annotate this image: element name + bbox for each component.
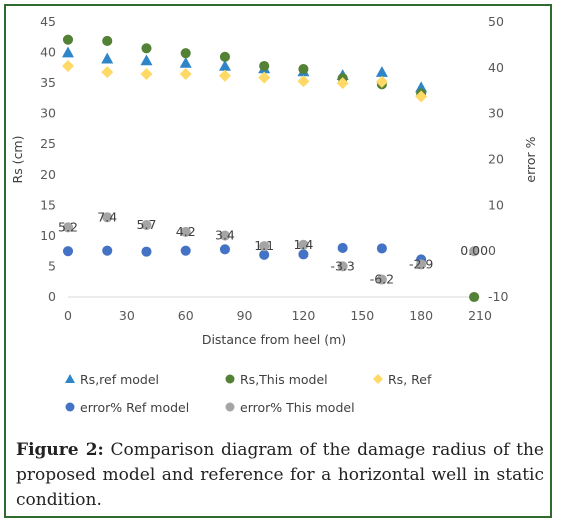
data-point xyxy=(102,212,113,223)
data-point xyxy=(62,222,74,233)
legend-label: Rs,This model xyxy=(240,372,328,387)
data-point xyxy=(179,67,192,80)
legend-marker xyxy=(373,374,383,384)
y-left-tick-label: 40 xyxy=(40,45,56,60)
data-point xyxy=(375,75,388,88)
x-tick-label: 210 xyxy=(468,308,492,323)
data-point xyxy=(219,230,230,241)
y-right-tick-label: -10 xyxy=(488,289,508,304)
data-point xyxy=(140,54,153,66)
x-tick-label: 60 xyxy=(178,308,194,323)
data-label: 0.00 xyxy=(460,243,488,258)
data-point xyxy=(219,51,230,62)
data-label: 5.2 xyxy=(58,219,78,234)
data-point xyxy=(375,66,388,77)
data-label: -6.2 xyxy=(370,272,394,287)
y-left-tick-label: 30 xyxy=(40,106,56,121)
data-point xyxy=(62,34,74,45)
y-right-axis-title: error % xyxy=(523,136,538,182)
data-point xyxy=(101,52,114,64)
data-point xyxy=(102,245,113,256)
data-point xyxy=(218,69,231,82)
data-point xyxy=(180,48,191,59)
y-left-tick-label: 5 xyxy=(48,258,56,273)
figure-frame xyxy=(4,4,552,518)
data-point xyxy=(337,242,348,253)
data-point xyxy=(298,249,309,260)
y-left-tick-label: 35 xyxy=(40,75,56,90)
caption-label: Figure 2: xyxy=(16,440,104,460)
legend-label: Rs, Ref xyxy=(388,372,432,387)
data-point xyxy=(101,66,114,79)
x-axis-title: Distance from heel (m) xyxy=(202,332,346,347)
x-tick-label: 120 xyxy=(291,308,315,323)
legend-marker xyxy=(225,374,235,384)
data-label: 5.7 xyxy=(137,217,157,232)
y-right-tick-label: 0 xyxy=(488,243,496,258)
data-label: 4.2 xyxy=(176,224,196,239)
chart: 0 30 60 90 120 150 180 210 0 5 10 15 20 25 30 35 40 45 -10… xyxy=(10,14,538,415)
legend-marker xyxy=(225,402,235,412)
y-left-tick-label: 10 xyxy=(40,228,56,243)
data-point xyxy=(141,43,152,54)
caption-text: Comparison diagram of the damage radius … xyxy=(16,440,544,510)
data-point xyxy=(259,249,270,260)
y-left-tick-label: 0 xyxy=(48,289,56,304)
data-point xyxy=(102,35,113,46)
data-point xyxy=(180,245,191,256)
data-point xyxy=(416,259,427,270)
data-point xyxy=(62,246,74,257)
x-tick-label: 0 xyxy=(64,308,72,323)
data-point xyxy=(297,75,310,88)
data-point xyxy=(62,46,74,58)
y-left-tick-label: 15 xyxy=(40,197,56,212)
data-point xyxy=(298,239,309,250)
legend-marker xyxy=(65,402,75,412)
y-right-tick-label: 20 xyxy=(488,152,504,167)
data-point xyxy=(259,241,270,252)
data-point xyxy=(376,274,387,285)
data-point xyxy=(376,243,387,254)
data-point xyxy=(415,90,428,103)
y-right-tick-label: 40 xyxy=(488,60,504,75)
y-left-tick-label: 20 xyxy=(40,167,56,182)
data-label: 3.4 xyxy=(215,228,235,243)
data-point xyxy=(180,226,191,237)
x-tick-label: 90 xyxy=(237,308,253,323)
data-point xyxy=(469,246,480,257)
y-right-tick-label: 50 xyxy=(488,14,504,29)
data-label: -3.3 xyxy=(330,258,354,273)
data-label: 1.4 xyxy=(293,237,313,252)
data-point xyxy=(298,64,309,75)
legend-marker xyxy=(65,374,75,383)
data-point xyxy=(218,60,231,71)
data-point xyxy=(258,71,271,84)
data-point xyxy=(179,56,192,68)
data-point xyxy=(62,60,74,72)
figure-caption: Figure 2: Comparison diagram of the dama… xyxy=(16,438,544,513)
data-point xyxy=(140,67,153,80)
y-left-tick-label: 25 xyxy=(40,136,56,151)
data-label: 7.4 xyxy=(97,209,117,224)
legend-label: error% This model xyxy=(240,400,355,415)
data-point xyxy=(259,60,270,72)
legend-label: error% Ref model xyxy=(80,400,189,415)
y-left-tick-label: 45 xyxy=(40,14,56,29)
y-right-tick-label: 30 xyxy=(488,106,504,121)
data-point xyxy=(141,220,152,231)
data-point xyxy=(336,77,349,90)
data-label: -2.9 xyxy=(409,256,433,271)
y-right-tick-label: 10 xyxy=(488,197,504,212)
legend-label: Rs,ref model xyxy=(80,372,159,387)
x-tick-label: 30 xyxy=(119,308,135,323)
data-point xyxy=(219,244,230,255)
x-tick-label: 180 xyxy=(409,308,433,323)
data-point xyxy=(469,291,480,303)
data-point xyxy=(141,246,152,257)
data-point xyxy=(337,261,348,272)
x-tick-label: 150 xyxy=(350,308,374,323)
data-label: 1.1 xyxy=(254,238,274,253)
y-left-axis-title: Rs (cm) xyxy=(10,136,25,184)
